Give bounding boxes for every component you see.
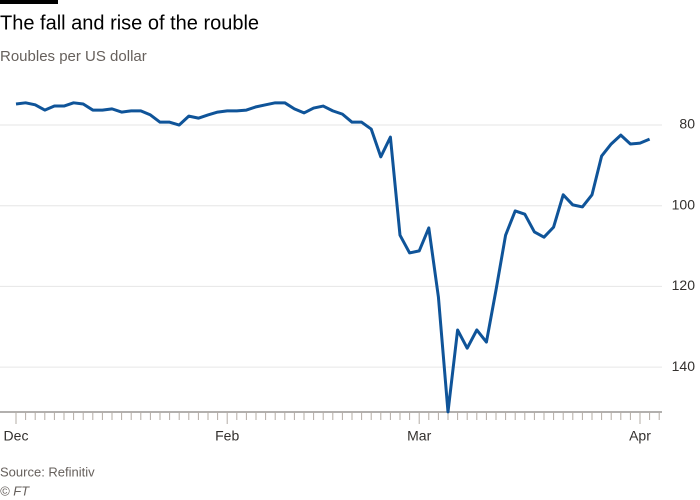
y-tick-label: 120 xyxy=(672,277,696,293)
x-tick-label: Dec xyxy=(4,428,29,444)
x-tick-label: Feb xyxy=(215,428,239,444)
y-tick-label: 100 xyxy=(672,196,696,212)
source: Source: Refinitiv xyxy=(0,464,95,479)
x-tick-label: Apr xyxy=(629,428,651,444)
x-tick-label: Mar xyxy=(407,428,431,444)
y-tick-label: 140 xyxy=(672,358,696,374)
credit: © FT xyxy=(0,483,30,498)
chart-title: The fall and rise of the rouble xyxy=(0,12,259,34)
y-tick-label: 80 xyxy=(679,116,695,132)
line-series xyxy=(15,101,651,414)
chart-subtitle: Roubles per US dollar xyxy=(0,48,147,65)
brand-bar xyxy=(0,0,58,4)
